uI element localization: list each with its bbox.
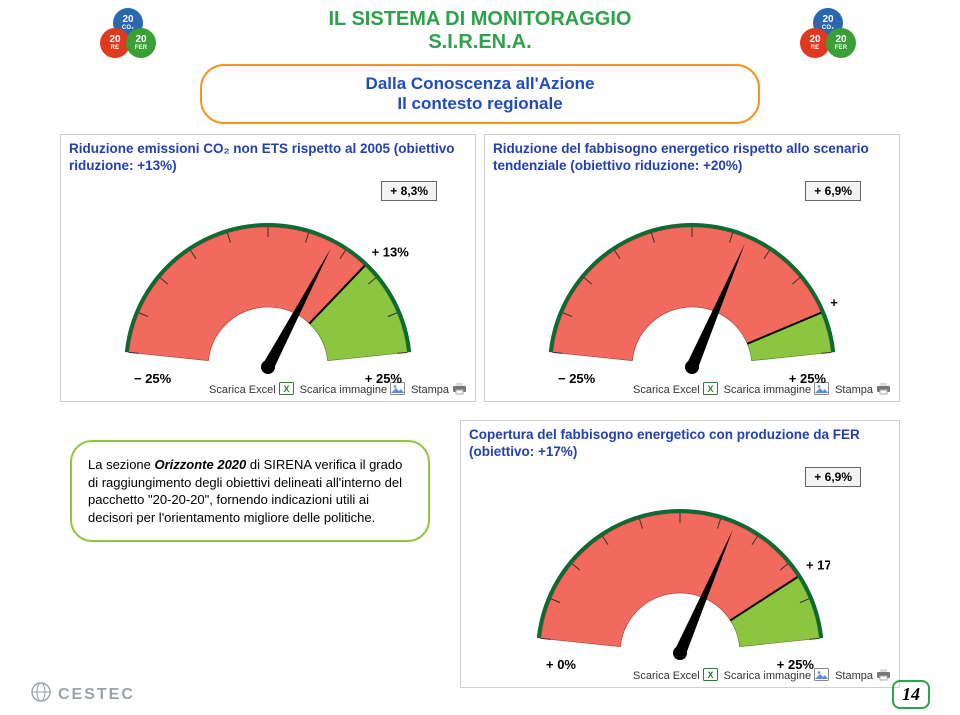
panel-co2: Riduzione emissioni CO₂ non ETS rispetto…	[60, 134, 476, 402]
note-text: La sezione Orizzonte 2020 di SIRENA veri…	[88, 456, 412, 526]
panel-title-fabbisogno: Riduzione del fabbisogno energetico risp…	[493, 141, 891, 177]
logo-cestec: CESTEC	[30, 681, 135, 708]
gauge-co2: + 13% − 25% + 25%	[118, 217, 418, 390]
current-value-fabbisogno: + 6,9%	[805, 181, 861, 201]
svg-text:+ 25%: + 25%	[365, 371, 403, 386]
note-orizzonte-2020: La sezione Orizzonte 2020 di SIRENA veri…	[70, 440, 430, 542]
panel-fabbisogno: Riduzione del fabbisogno energetico risp…	[484, 134, 900, 402]
panel-fer: Copertura del fabbisogno energetico con …	[460, 420, 900, 688]
panel-title-fer: Copertura del fabbisogno energetico con …	[469, 427, 891, 463]
subtitle-line2: Il contesto regionale	[216, 94, 744, 114]
logo-text: CESTEC	[58, 686, 135, 704]
print-button[interactable]: Stampa	[411, 381, 467, 399]
svg-text:+ 25%: + 25%	[789, 371, 827, 386]
svg-text:+ 0%: + 0%	[546, 657, 576, 672]
svg-text:+ 17%: + 17%	[806, 558, 830, 573]
panel-title-co2: Riduzione emissioni CO₂ non ETS rispetto…	[69, 141, 467, 177]
print-button[interactable]: Stampa	[835, 381, 891, 399]
globe-icon	[30, 681, 52, 708]
printer-icon	[452, 381, 467, 399]
subtitle-line1: Dalla Conoscenza all'Azione	[216, 74, 744, 94]
current-value-fer: + 6,9%	[805, 467, 861, 487]
page-number: 14	[892, 680, 930, 709]
gauge-fabbisogno: + 20% − 25% + 25%	[542, 217, 842, 390]
page-title-line2: S.I.R.EN.A.	[329, 31, 632, 54]
current-value-co2: + 8,3%	[381, 181, 437, 201]
svg-text:+ 13%: + 13%	[372, 245, 410, 260]
page-title-line1: IL SISTEMA DI MONITORAGGIO	[329, 8, 632, 31]
gauge-fer: + 17% + 0% + 25%	[530, 503, 830, 676]
svg-text:− 25%: − 25%	[558, 371, 596, 386]
svg-text:+ 20%: + 20%	[830, 295, 842, 310]
badge-202020-left: 20CO₂20RE20FER	[100, 8, 156, 60]
badge-202020-right: 20CO₂20RE20FER	[800, 8, 856, 60]
printer-icon	[876, 381, 891, 399]
svg-text:+ 25%: + 25%	[777, 657, 815, 672]
subtitle-box: Dalla Conoscenza all'Azione Il contesto …	[200, 64, 760, 124]
svg-text:− 25%: − 25%	[134, 371, 172, 386]
